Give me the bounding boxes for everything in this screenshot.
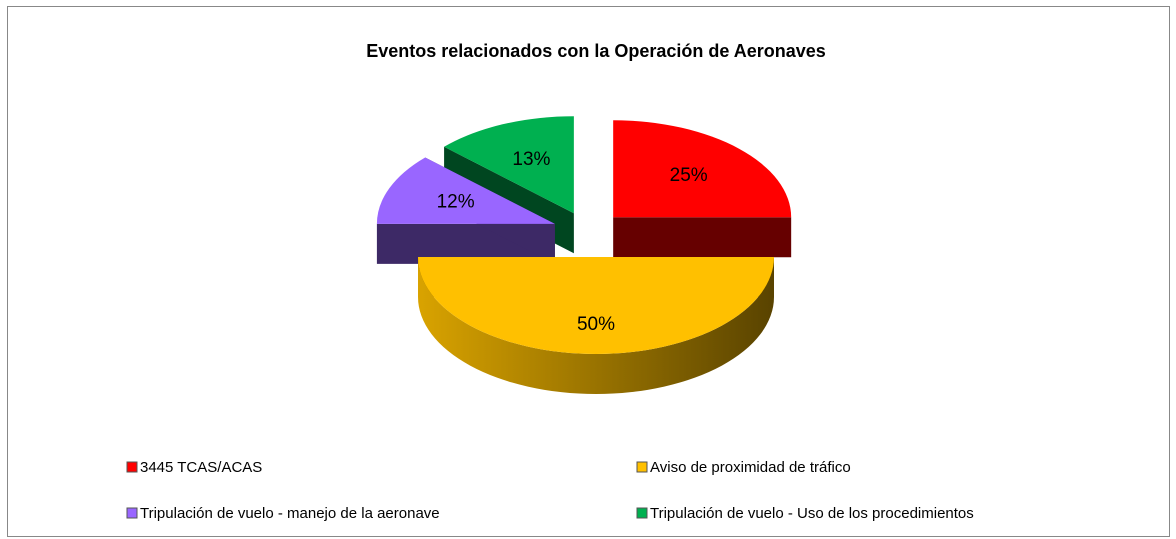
slice-top (418, 257, 774, 354)
slice-side (613, 217, 792, 258)
data-label: 25% (670, 165, 708, 186)
legend-swatch (636, 461, 648, 473)
chart-title: Eventos relacionados con la Operación de… (366, 41, 826, 61)
legend-swatch (636, 507, 648, 519)
legend-label: 3445 TCAS/ACAS (140, 459, 262, 476)
data-label: 13% (512, 149, 550, 170)
legend-label: Tripulación de vuelo - manejo de la aero… (140, 505, 440, 522)
pie: 13% 25% 12% 50% (376, 116, 792, 394)
legend-swatch (126, 461, 138, 473)
slice-top (376, 157, 555, 224)
pie-slice (376, 157, 555, 264)
pie-slice (613, 120, 792, 258)
pie-slice (418, 257, 774, 394)
data-label: 12% (437, 191, 475, 212)
slice-wall (418, 257, 774, 394)
data-label: 50% (577, 314, 615, 335)
legend-label: Aviso de proximidad de tráfico (650, 459, 851, 476)
legend-label: Tripulación de vuelo - Uso de los proced… (650, 505, 974, 522)
legend: 3445 TCAS/ACAS Aviso de proximidad de trá… (126, 459, 974, 522)
legend-swatch (126, 507, 138, 519)
slice-top (444, 116, 574, 214)
slice-top (613, 120, 792, 218)
